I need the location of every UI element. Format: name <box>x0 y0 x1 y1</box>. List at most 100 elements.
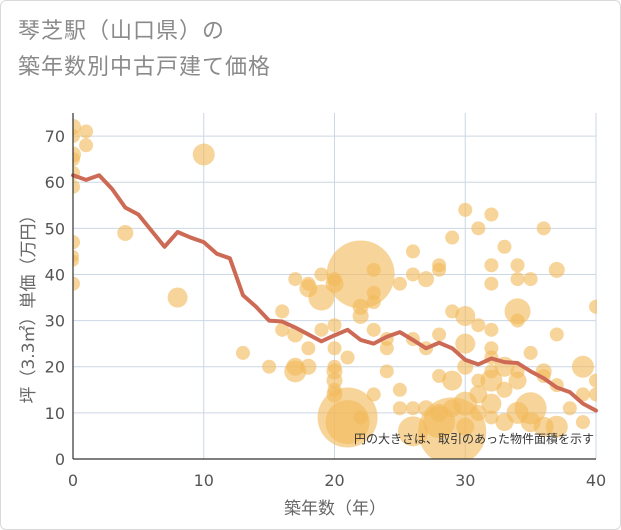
bubble-point <box>471 221 486 236</box>
bubble-point <box>117 224 134 241</box>
y-tick-label-50: 50 <box>45 219 65 238</box>
bubble-point <box>510 313 525 328</box>
bubble-point <box>549 327 564 342</box>
y-tick-label-60: 60 <box>45 173 65 192</box>
bubble-point <box>79 138 94 153</box>
bubble-point <box>405 267 420 282</box>
bubble-point <box>418 271 435 288</box>
bubble-point <box>73 152 80 167</box>
trend-line <box>71 173 598 413</box>
bubble-point <box>288 272 303 287</box>
bubble-point <box>510 258 525 273</box>
y-tick-label-30: 30 <box>45 312 65 331</box>
bubble-point <box>442 370 463 391</box>
bubble-point <box>571 355 594 378</box>
bubble-point <box>235 345 250 360</box>
bubble-point <box>455 333 476 354</box>
bubble-point <box>481 393 502 414</box>
bubble-point <box>352 307 369 324</box>
title-line-1: 琴芝駅（山口県）の <box>18 19 226 44</box>
tick-labels: 0 10 20 30 40 0 10 20 30 40 50 60 70 <box>45 127 607 490</box>
x-tick-label-10: 10 <box>194 471 214 490</box>
y-tick-label-10: 10 <box>45 404 65 423</box>
bubble-point <box>504 298 531 325</box>
bubble-point <box>484 322 499 337</box>
y-axis-label: 坪（3.3㎡）単価（万円） <box>19 206 39 403</box>
x-tick-label-30: 30 <box>455 471 475 490</box>
bubble-point <box>496 381 513 398</box>
bubble-point <box>392 401 407 416</box>
trend-layer <box>71 173 598 413</box>
bubble-point <box>484 207 499 222</box>
x-tick-label-0: 0 <box>68 471 78 490</box>
bubble-point <box>445 230 460 245</box>
bubble-point <box>562 401 577 416</box>
bubble-point <box>73 129 80 144</box>
bubble-point <box>455 305 476 326</box>
x-tick-label-40: 40 <box>586 471 606 490</box>
bubble-point <box>589 373 597 388</box>
bubble-point <box>484 410 499 425</box>
bubble-point <box>545 415 568 438</box>
bubble-point <box>308 284 335 311</box>
bubble-point <box>508 371 527 390</box>
y-tick-label-70: 70 <box>45 127 65 146</box>
bubble-point <box>379 341 394 356</box>
bubble-point <box>456 417 475 436</box>
bubble-point <box>589 299 597 314</box>
bubble-point <box>471 318 486 333</box>
bubble-point <box>353 410 368 425</box>
bubble-point <box>79 124 94 139</box>
bubble-point <box>523 272 538 287</box>
bubble-point <box>275 304 290 319</box>
bubble-point <box>327 318 342 333</box>
bubble-point <box>458 202 473 217</box>
bubble-point <box>366 387 381 402</box>
bubble-point <box>589 387 597 402</box>
axes <box>72 113 596 460</box>
bubble-point <box>300 358 317 375</box>
bubble-point <box>327 341 342 356</box>
bubble-point <box>432 327 447 342</box>
bubble-point <box>432 262 447 277</box>
bubble-point <box>405 244 420 259</box>
bubble-point <box>73 254 79 267</box>
title-line-2: 築年数別中古戸建て価格 <box>18 55 272 80</box>
bubble-point <box>480 369 503 392</box>
bubble-point <box>405 401 420 416</box>
bubble-point <box>192 143 215 166</box>
bubble-point <box>366 322 381 337</box>
bubble-point <box>392 382 407 397</box>
y-tick-label-40: 40 <box>45 265 65 284</box>
bubble-point <box>73 235 80 250</box>
size-note: 円の大きさは、取引のあった物件面積を示す <box>354 431 594 446</box>
bubble-point <box>575 415 590 430</box>
bubble-point <box>484 276 499 291</box>
bubble-point <box>523 345 538 360</box>
bubble-point <box>262 359 277 374</box>
bubble-point <box>548 261 565 278</box>
bubble-point <box>536 221 551 236</box>
bubble-point <box>510 272 525 287</box>
bubble-point <box>73 276 80 291</box>
bubble-point <box>366 262 381 277</box>
bubble-point <box>484 258 499 273</box>
bubble-point <box>366 295 381 310</box>
bubble-point <box>301 341 316 356</box>
y-tick-label-0: 0 <box>55 450 65 469</box>
y-tick-label-20: 20 <box>45 358 65 377</box>
x-tick-label-20: 20 <box>324 471 344 490</box>
chart-title: 琴芝駅（山口県）の 築年数別中古戸建て価格 <box>18 14 271 86</box>
bubble-point <box>314 322 329 337</box>
x-axis-label: 築年数（年） <box>284 499 386 519</box>
bubble-point <box>314 267 329 282</box>
bubble-point <box>470 404 487 421</box>
bubble-point <box>73 179 80 194</box>
bubble-point <box>275 322 290 337</box>
bubble-point <box>379 364 394 379</box>
bubble-point <box>392 276 407 291</box>
bubble-point <box>340 350 355 365</box>
bubble-point <box>497 239 512 254</box>
bubble-point <box>167 287 188 308</box>
